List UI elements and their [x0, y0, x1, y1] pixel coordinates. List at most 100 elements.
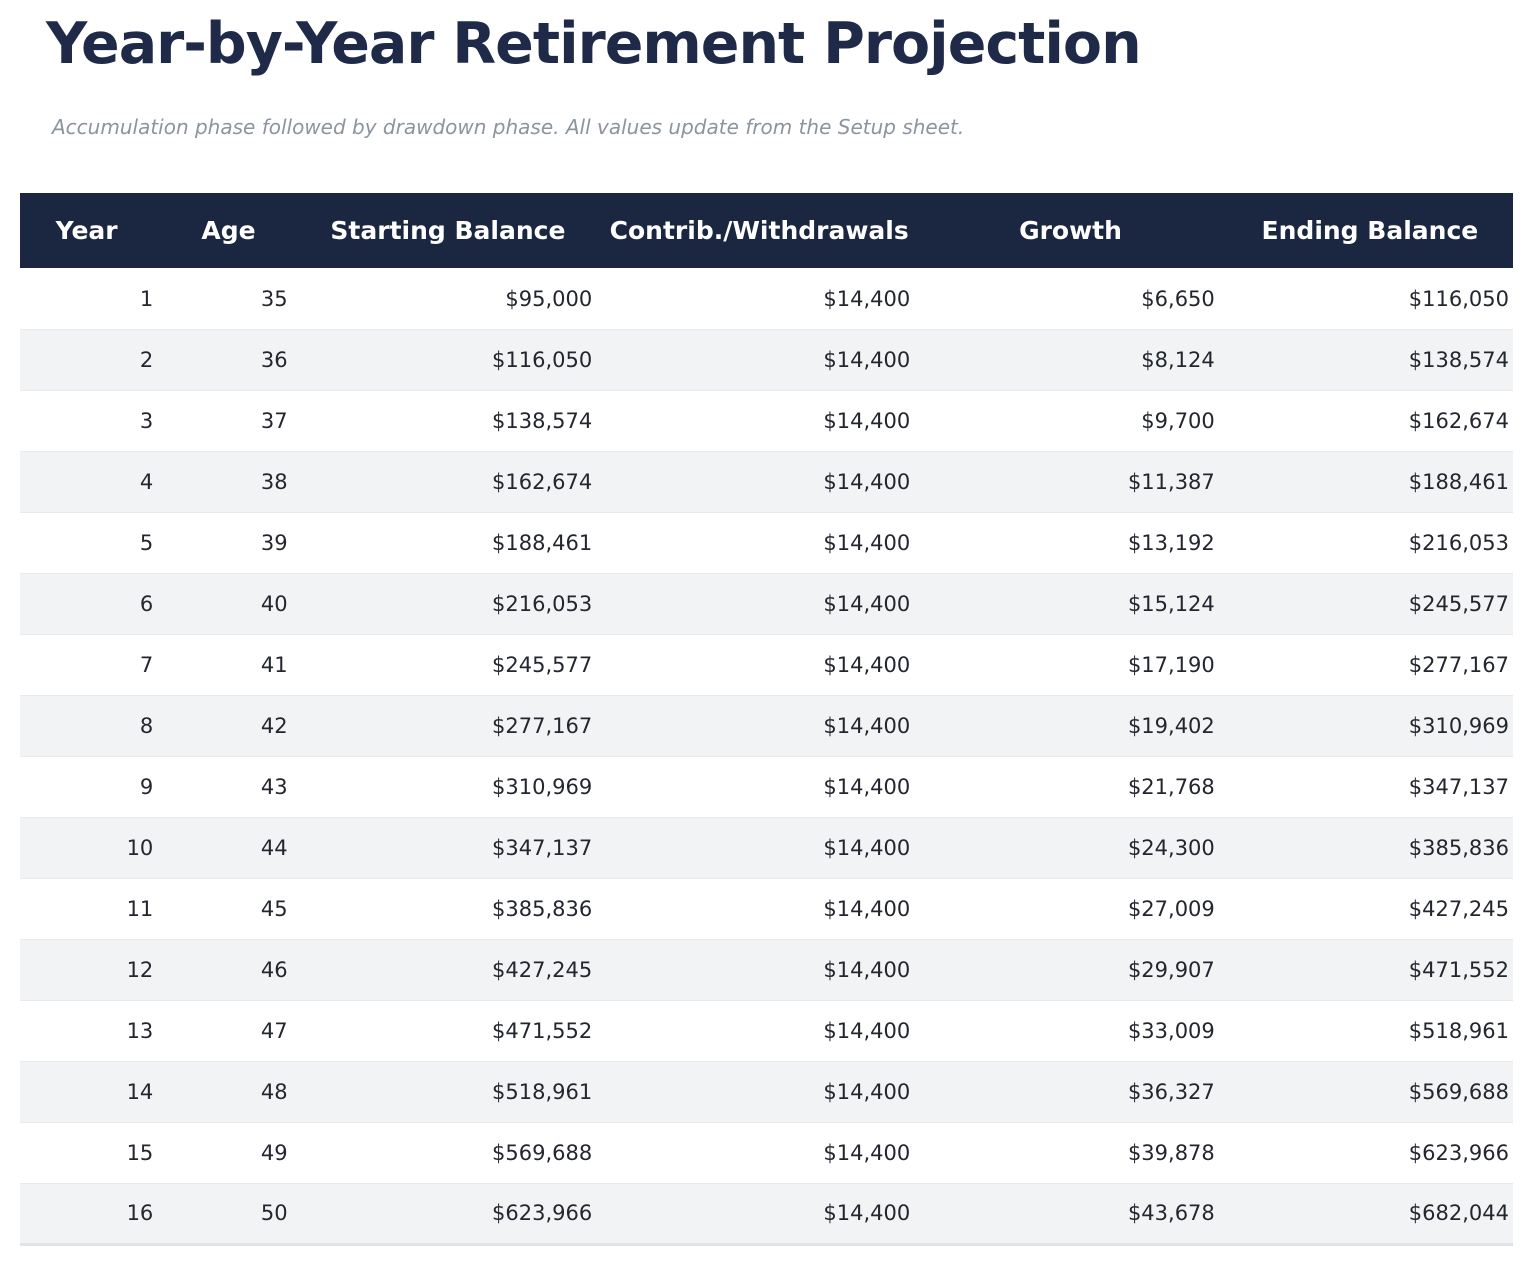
cell-age: 44 [169, 816, 304, 879]
cell-contrib-withdrawals: $14,400 [608, 1182, 927, 1246]
cell-age: 42 [169, 694, 304, 757]
cell-year: 14 [20, 1060, 170, 1123]
cell-ending-balance: $116,050 [1408, 286, 1509, 311]
cell-ending-balance: $162,674 [1230, 389, 1513, 452]
table-row: 5 39 $188,461 $14,400 $13,192 $216,053 [20, 511, 1513, 574]
cell-age: 38 [169, 450, 304, 513]
cell-growth: $15,124 [926, 572, 1231, 635]
cell-age: 35 [260, 286, 288, 311]
cell-starting-balance: $216,053 [303, 572, 609, 635]
cell-age: 50 [169, 1182, 304, 1246]
cell-age: 37 [169, 389, 304, 452]
cell-growth: $24,300 [926, 816, 1231, 879]
cell-ending-balance: $310,969 [1230, 694, 1513, 757]
cell-starting-balance: $347,137 [303, 816, 609, 879]
cell-ending-balance: $623,966 [1230, 1121, 1513, 1184]
cell-contrib-withdrawals: $14,400 [608, 816, 927, 879]
cell-year: 13 [20, 999, 170, 1062]
cell-ending-balance: $347,137 [1230, 755, 1513, 818]
cell-contrib-withdrawals: $14,400 [608, 633, 927, 696]
cell-growth: $8,124 [926, 328, 1231, 391]
page-subtitle: Accumulation phase followed by drawdown … [52, 115, 965, 140]
cell-contrib-withdrawals: $14,400 [608, 755, 927, 818]
cell-starting-balance: $623,966 [303, 1182, 609, 1246]
cell-starting-balance: $116,050 [303, 328, 609, 391]
cell-starting-balance: $277,167 [303, 694, 609, 757]
cell-starting-balance: $518,961 [303, 1060, 609, 1123]
page-title: Year-by-Year Retirement Projection [46, 11, 1142, 77]
cell-starting-balance: $471,552 [303, 999, 609, 1062]
cell-ending-balance: $138,574 [1230, 328, 1513, 391]
cell-starting-balance: $162,674 [303, 450, 609, 513]
cell-age: 47 [169, 999, 304, 1062]
cell-starting-balance: $569,688 [303, 1121, 609, 1184]
cell-ending-balance: $216,053 [1230, 511, 1513, 574]
table-row: 13 47 $471,552 $14,400 $33,009 $518,961 [20, 999, 1513, 1062]
cell-year: 2 [20, 328, 170, 391]
column-header-contrib-withdrawals: Contrib./Withdrawals [608, 193, 927, 269]
cell-ending-balance: $682,044 [1230, 1182, 1513, 1246]
cell-ending-balance: $471,552 [1230, 938, 1513, 1001]
cell-starting-balance: $427,245 [303, 938, 609, 1001]
column-header-age: Age [169, 193, 304, 269]
cell-contrib-withdrawals: $14,400 [608, 328, 927, 391]
cell-age: 36 [169, 328, 304, 391]
column-header-year: Year [20, 193, 170, 269]
table-row: 16 50 $623,966 $14,400 $43,678 $682,044 [20, 1182, 1513, 1246]
cell-year: 8 [20, 694, 170, 757]
cell-contrib-withdrawals: $14,400 [608, 938, 927, 1001]
cell-growth: $27,009 [926, 877, 1231, 940]
cell-age: 40 [169, 572, 304, 635]
cell-year: 11 [20, 877, 170, 940]
cell-contrib-withdrawals: $14,400 [608, 694, 927, 757]
cell-starting-balance: $310,969 [303, 755, 609, 818]
cell-growth: $33,009 [926, 999, 1231, 1062]
cell-age: 45 [169, 877, 304, 940]
cell-year: 7 [20, 633, 170, 696]
table-row: 4 38 $162,674 $14,400 $11,387 $188,461 [20, 450, 1513, 513]
cell-contrib-withdrawals: $14,400 [823, 286, 911, 311]
cell-year: 12 [20, 938, 170, 1001]
cell-year: 5 [20, 511, 170, 574]
cell-year: 16 [20, 1182, 170, 1246]
cell-contrib-withdrawals: $14,400 [608, 1060, 927, 1123]
cell-growth: $9,700 [926, 389, 1231, 452]
cell-year: 3 [20, 389, 170, 452]
cell-age: 41 [169, 633, 304, 696]
cell-year: 4 [20, 450, 170, 513]
table-body: 1 35 $95,000 $14,400 $6,650 $116,050 2 36 $116,0… [20, 268, 1513, 1246]
cell-age: 49 [169, 1121, 304, 1184]
cell-contrib-withdrawals: $14,400 [608, 1121, 927, 1184]
cell-contrib-withdrawals: $14,400 [608, 572, 927, 635]
table-row: 12 46 $427,245 $14,400 $29,907 $471,552 [20, 938, 1513, 1001]
table-row: 11 45 $385,836 $14,400 $27,009 $427,245 [20, 877, 1513, 940]
cell-growth: $21,768 [926, 755, 1231, 818]
table-row: 1 35 $95,000 $14,400 $6,650 $116,050 [20, 268, 1513, 329]
cell-age: 39 [169, 511, 304, 574]
cell-ending-balance: $277,167 [1230, 633, 1513, 696]
column-header-starting-balance: Starting Balance [303, 193, 609, 269]
cell-year: 9 [20, 755, 170, 818]
projection-table: Year Age Starting Balance Contrib./Withdraw… [20, 193, 1513, 1246]
cell-contrib-withdrawals: $14,400 [608, 999, 927, 1062]
table-row: 10 44 $347,137 $14,400 $24,300 $385,836 [20, 816, 1513, 879]
cell-year: 6 [20, 572, 170, 635]
table-row: 9 43 $310,969 $14,400 $21,768 $347,137 [20, 755, 1513, 818]
cell-growth: $29,907 [926, 938, 1231, 1001]
table-row: 3 37 $138,574 $14,400 $9,700 $162,674 [20, 389, 1513, 452]
table-row: 7 41 $245,577 $14,400 $17,190 $277,167 [20, 633, 1513, 696]
cell-ending-balance: $427,245 [1230, 877, 1513, 940]
cell-growth: $13,192 [926, 511, 1231, 574]
cell-ending-balance: $245,577 [1230, 572, 1513, 635]
cell-ending-balance: $188,461 [1230, 450, 1513, 513]
cell-age: 48 [169, 1060, 304, 1123]
cell-starting-balance: $95,000 [505, 286, 593, 311]
cell-starting-balance: $385,836 [303, 877, 609, 940]
cell-age: 43 [169, 755, 304, 818]
cell-growth: $6,650 [1141, 286, 1215, 311]
cell-year: 10 [20, 816, 170, 879]
cell-contrib-withdrawals: $14,400 [608, 389, 927, 452]
cell-starting-balance: $138,574 [303, 389, 609, 452]
cell-ending-balance: $569,688 [1230, 1060, 1513, 1123]
